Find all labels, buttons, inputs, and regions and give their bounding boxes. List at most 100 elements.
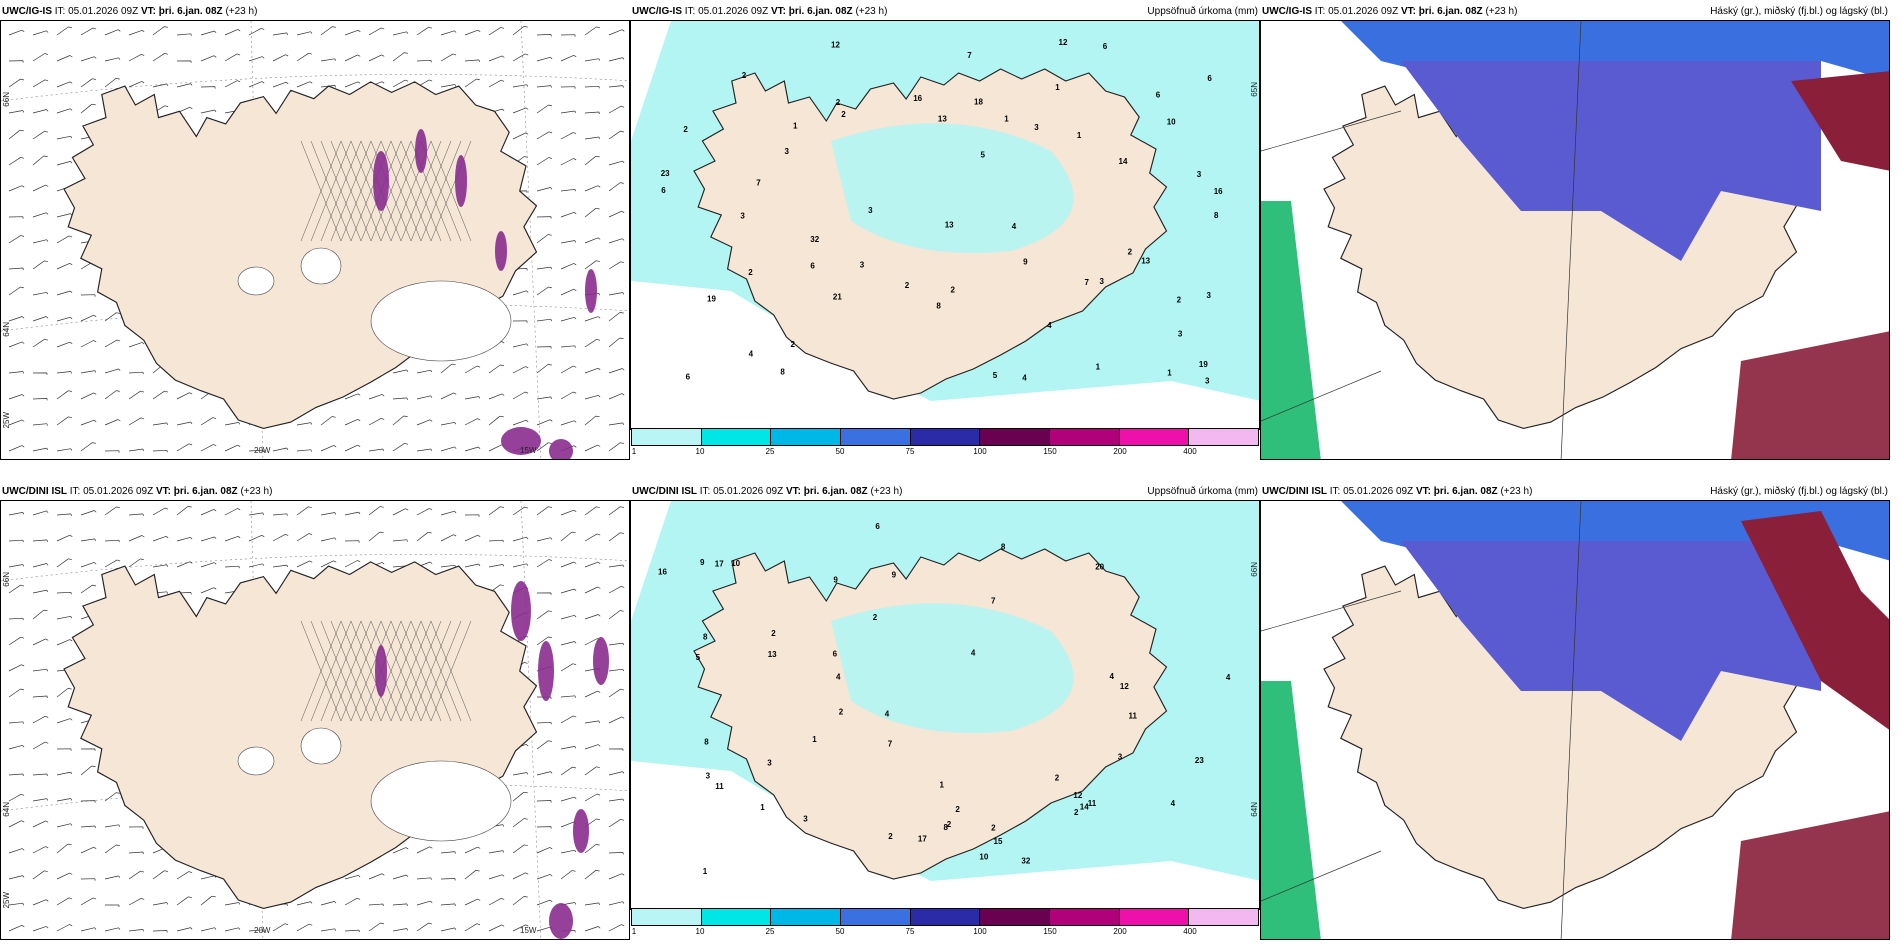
wind-barb [584, 614, 601, 620]
precip-blob [549, 439, 573, 459]
wind-barb [8, 110, 25, 114]
colorbar-swatch [1050, 909, 1120, 925]
colorbar-swatch [841, 909, 911, 925]
wind-barb [56, 534, 73, 542]
wind-barb [152, 564, 169, 568]
wind-barb [608, 337, 624, 348]
wind-barb [320, 560, 337, 568]
precip-value: 2 [1128, 248, 1133, 257]
precip-value: 4 [836, 673, 841, 682]
wind-barb [8, 78, 24, 88]
wind-barb [512, 772, 529, 776]
wind-barb [296, 560, 313, 568]
wind-barb [200, 55, 217, 62]
wind-barb [512, 366, 529, 374]
wind-barb [584, 58, 601, 62]
wind-barb [536, 234, 552, 244]
wind-barb [320, 58, 337, 62]
wind-barb [272, 533, 289, 542]
wind-barb [536, 419, 553, 426]
panel-ig-cloud: UWC/IG-IS IT: 05.01.2026 09Z VT: þri. 6.… [1260, 0, 1890, 460]
wind-barb [320, 512, 337, 516]
wind-barb [392, 874, 409, 880]
wind-barb [80, 510, 97, 516]
wind-barb [584, 744, 601, 750]
hatch-line [330, 140, 372, 242]
hatch-line [320, 140, 362, 242]
wind-barb [584, 207, 600, 218]
colorbar-swatch [771, 429, 842, 445]
graticule [1261, 21, 1582, 459]
wind-barb [320, 901, 337, 906]
wind-barb [608, 716, 625, 724]
wind-barb [296, 81, 313, 88]
precip-value: 3 [860, 260, 865, 269]
wind-barb [56, 161, 73, 166]
wind-barb [512, 818, 528, 828]
wind-map [0, 500, 630, 940]
wind-barb [56, 843, 72, 854]
wind-barb [296, 923, 313, 932]
wind-barb [32, 510, 49, 516]
precip-value: 2 [947, 820, 952, 829]
hatch-line [400, 620, 442, 722]
wind-barb [80, 748, 96, 751]
wind-barb [512, 26, 528, 36]
precip-value: 8 [703, 633, 708, 642]
wind-barb [584, 720, 601, 724]
hatch-line [390, 620, 432, 722]
wind-barb [224, 927, 241, 932]
wind-barb [176, 392, 193, 400]
precip-value: 1 [760, 803, 765, 812]
wind-barb [104, 875, 121, 880]
wind-barb [392, 442, 409, 452]
wind-barb [32, 260, 48, 270]
precip-blob [593, 637, 609, 685]
wind-barb [440, 903, 456, 906]
wind-barb [512, 536, 529, 542]
lon-line [1560, 21, 1582, 459]
wind-barb [32, 372, 48, 375]
wind-barb [80, 78, 96, 88]
precip-value: 4 [749, 350, 754, 359]
wind-barb [32, 30, 49, 36]
wind-barb [536, 592, 552, 595]
wind-barb [584, 338, 601, 348]
precip-value: 2 [873, 613, 878, 622]
colorbar-swatches [631, 908, 1259, 926]
precip-value: 4 [971, 649, 976, 658]
wind-barb [584, 136, 601, 140]
wind-barb [56, 341, 73, 348]
wind-barb [416, 922, 433, 932]
lat-label-25w: 25W [2, 412, 11, 429]
colorbar-label: 1 [631, 927, 637, 936]
hatch-line [340, 620, 382, 722]
colorbar-label: 10 [695, 927, 705, 936]
wind-barb [128, 535, 145, 542]
wind-barb [512, 924, 529, 932]
wind-barb [8, 316, 25, 322]
wind-barb [296, 422, 313, 426]
lon-label-20w: 20W [254, 446, 271, 455]
land-layer [1323, 61, 1821, 429]
wind-barb [608, 261, 625, 270]
wind-barb [608, 748, 624, 751]
wind-barb [56, 591, 72, 595]
precip-value: 8 [1214, 211, 1219, 220]
wind-barb [272, 54, 289, 62]
precip-colorbar: 1 10 25 50 75 100 150 200 400 [630, 908, 1260, 936]
wind-barb [584, 586, 601, 594]
wind-barb [560, 796, 577, 802]
wind-barb [56, 513, 72, 516]
wind-barb [200, 536, 217, 542]
wind-barb [104, 450, 120, 453]
wind-barb [296, 506, 312, 516]
wind-barb [104, 824, 121, 828]
precip-value: 32 [1021, 856, 1030, 865]
precip-value: 17 [918, 835, 927, 844]
colorbar-swatch [980, 429, 1051, 445]
wind-barb [416, 369, 433, 374]
wind-barb [584, 869, 600, 880]
precip-value: 6 [810, 261, 815, 270]
precip-blob [585, 269, 597, 313]
